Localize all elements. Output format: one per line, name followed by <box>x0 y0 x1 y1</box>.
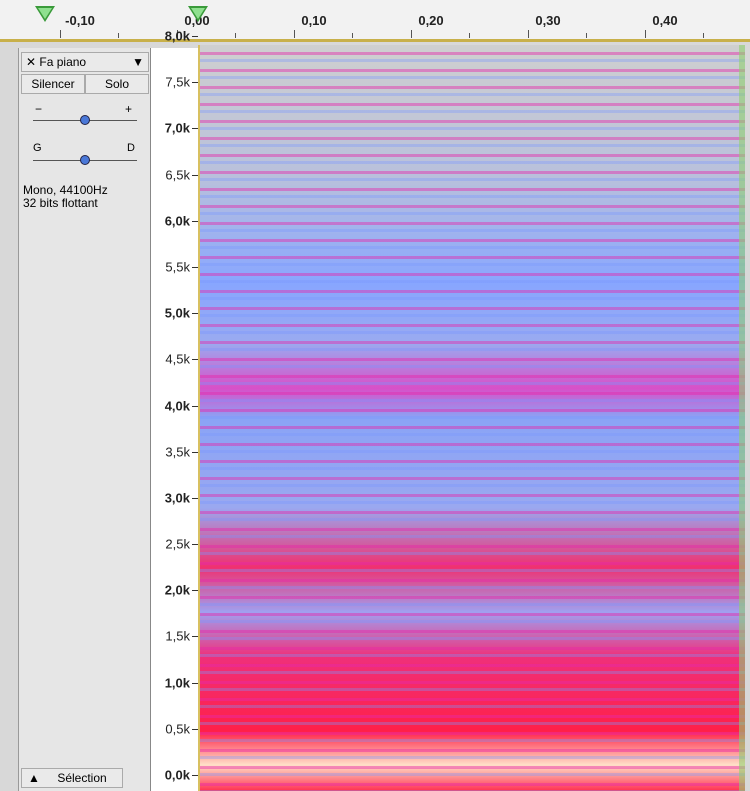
mute-button[interactable]: Silencer <box>21 74 85 94</box>
frequency-tick <box>192 36 198 37</box>
gain-min: − <box>35 102 43 116</box>
frequency-tick <box>192 359 198 361</box>
frequency-tick <box>192 220 198 222</box>
time-tick <box>352 33 353 38</box>
frequency-ruler: 8,0k 7,5k 7,0k 6,5k 6,0k 5,5k 5,0k 4,5k 4,0k 3,5k… <box>150 29 198 791</box>
time-tick <box>177 30 178 38</box>
time-tick <box>411 30 412 38</box>
track-menu[interactable]: ✕ Fa piano ▼ <box>21 52 149 72</box>
frequency-tick <box>192 682 198 684</box>
frequency-tick <box>192 775 198 776</box>
pan-left: G <box>33 142 42 154</box>
frequency-label: 1,5k <box>165 628 190 644</box>
time-label: 0,30 <box>535 13 561 28</box>
spectrogram[interactable] <box>198 45 745 791</box>
pan-right: D <box>127 142 135 154</box>
frequency-label: 4,5k <box>165 351 190 367</box>
track-info: Mono, 44100Hz <box>23 183 108 197</box>
gain-max: + <box>125 102 133 116</box>
frequency-label: 0,5k <box>165 721 190 737</box>
frequency-label: 7,0k <box>164 120 190 136</box>
frequency-tick <box>192 636 198 638</box>
track-info: 32 bits flottant <box>23 196 98 210</box>
frequency-label: 8,0k <box>164 28 190 44</box>
time-tick <box>235 33 236 38</box>
frequency-tick <box>192 405 198 407</box>
frequency-tick <box>192 728 198 730</box>
time-tick <box>528 30 529 38</box>
frequency-label: 6,0k <box>164 213 190 229</box>
spectrogram-edge <box>739 45 745 791</box>
frequency-label: 6,5k <box>165 167 190 183</box>
frequency-label: 1,0k <box>164 675 190 691</box>
time-tick <box>469 33 470 38</box>
frequency-label: 2,0k <box>164 582 190 598</box>
frequency-tick <box>192 266 198 268</box>
frequency-tick <box>192 82 198 84</box>
track-panel: ✕ Fa piano ▼ Silencer Solo − + G D Mono,… <box>18 48 151 791</box>
frequency-label: 7,5k <box>165 74 190 90</box>
frequency-label: 5,0k <box>164 305 190 321</box>
track-name[interactable]: Fa piano <box>39 55 87 69</box>
time-ruler[interactable]: -0,10 0,00 0,10 0,20 0,30 0,40 <box>0 0 750 40</box>
select-button[interactable]: ▲ Sélection <box>21 768 123 788</box>
ruler-line <box>0 39 750 42</box>
frequency-tick <box>192 544 198 546</box>
frequency-tick <box>192 313 198 315</box>
frequency-tick <box>192 497 198 499</box>
frequency-label: 3,5k <box>165 444 190 460</box>
frequency-label: 0,0k <box>164 767 190 783</box>
time-label: 0,10 <box>301 13 327 28</box>
play-marker <box>35 6 55 22</box>
frequency-tick <box>192 451 198 453</box>
frequency-tick <box>192 128 198 130</box>
time-tick <box>645 30 646 38</box>
frequency-tick <box>192 174 198 176</box>
time-tick <box>118 33 119 38</box>
frequency-label: 2,5k <box>165 536 190 552</box>
select-label[interactable]: Sélection <box>57 771 107 785</box>
time-label: -0,10 <box>65 13 95 28</box>
time-label: 0,20 <box>418 13 444 28</box>
time-tick <box>294 30 295 38</box>
play-marker <box>188 6 208 22</box>
time-label: 0,40 <box>652 13 678 28</box>
pan-knob[interactable] <box>80 155 90 165</box>
frequency-tick <box>192 590 198 592</box>
time-tick <box>586 33 587 38</box>
time-tick <box>703 33 704 38</box>
solo-button[interactable]: Solo <box>85 74 149 94</box>
gain-knob[interactable] <box>80 115 90 125</box>
time-tick <box>60 30 61 38</box>
frequency-label: 4,0k <box>164 398 190 413</box>
frequency-label: 3,0k <box>164 490 190 506</box>
spectrogram-edge <box>198 45 200 791</box>
frequency-label: 5,5k <box>165 259 190 275</box>
